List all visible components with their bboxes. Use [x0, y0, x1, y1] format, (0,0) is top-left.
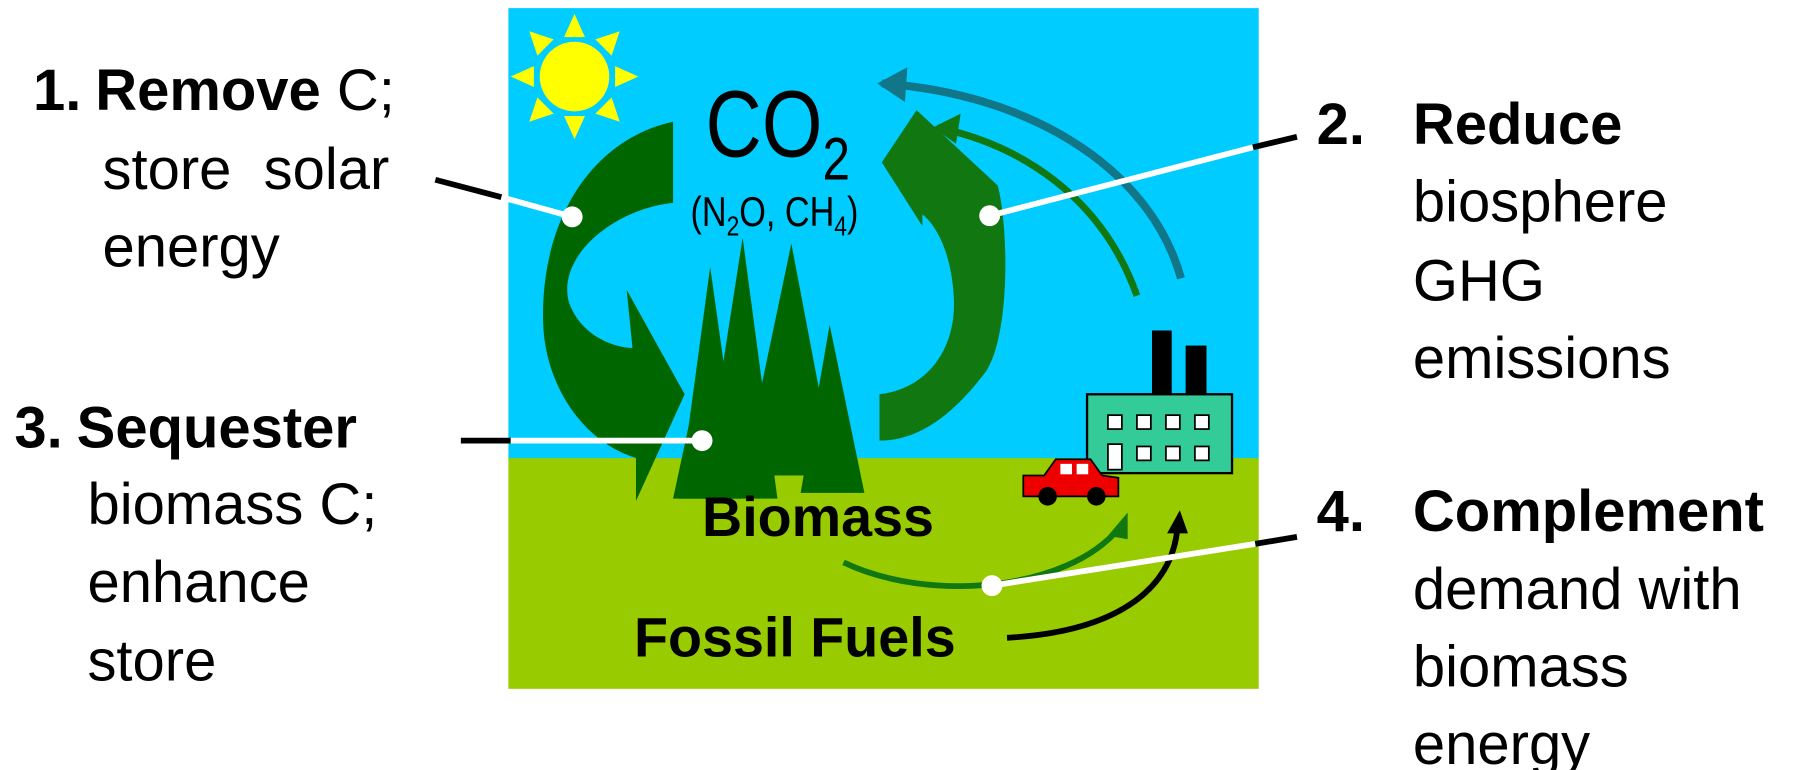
sub: 4	[834, 211, 847, 242]
item-2: 2. Reduce biosphere GHG emissions	[1317, 93, 1671, 391]
item-heading: 3. Sequester	[14, 397, 357, 461]
line: GHG	[1413, 249, 1545, 313]
factory	[1085, 330, 1234, 475]
line: biomass	[1413, 636, 1629, 700]
arc-teal	[881, 79, 1185, 280]
car	[1022, 458, 1120, 506]
sun	[510, 13, 639, 140]
right-arrow	[879, 110, 1006, 441]
keyword: Complement	[1413, 480, 1764, 544]
item-1: 1. Remove C; store solar energy	[33, 59, 395, 280]
rest: C;	[321, 59, 395, 123]
arrowhead	[877, 67, 908, 103]
arrowhead	[1167, 510, 1188, 534]
number: 2.	[1317, 93, 1365, 157]
fossil-arrow	[1006, 527, 1181, 641]
co2-label: CO2	[706, 71, 850, 193]
biomass-label: Biomass	[702, 486, 934, 548]
line: energy	[1413, 713, 1590, 770]
gas: O, CH	[739, 189, 834, 236]
fossil-label: Fossil Fuels	[634, 606, 956, 668]
line: enhance	[87, 551, 309, 615]
keyword: Remove	[95, 59, 321, 123]
co2: CO	[706, 71, 823, 177]
ground	[508, 458, 1259, 689]
arrowhead	[932, 113, 961, 144]
item-4: 4. Complement demand with biomass energy	[1317, 480, 1764, 770]
arc-green	[936, 124, 1141, 297]
number: 4.	[1317, 480, 1365, 544]
line: emissions	[1413, 327, 1671, 391]
gas: (N	[690, 189, 726, 236]
line: biomass C;	[87, 473, 377, 537]
co2-sub: 2	[822, 125, 850, 193]
gas: )	[847, 189, 858, 236]
number: 3.	[14, 397, 62, 461]
leaders	[434, 134, 1298, 597]
line: biosphere	[1413, 170, 1668, 234]
arrowhead	[1107, 512, 1128, 540]
line: store solar	[103, 138, 390, 202]
line: demand with	[1413, 558, 1742, 622]
keyword: Sequester	[77, 397, 357, 461]
line: energy	[103, 216, 280, 280]
number: 1.	[33, 59, 81, 123]
item-3: 3. Sequester biomass C; enhance store	[14, 397, 377, 694]
line: store	[87, 630, 216, 694]
item-heading: 1. Remove C;	[33, 59, 395, 123]
keyword: Reduce	[1413, 93, 1622, 157]
other-gases: (N2O, CH4)	[690, 189, 858, 242]
sub: 2	[727, 211, 740, 242]
